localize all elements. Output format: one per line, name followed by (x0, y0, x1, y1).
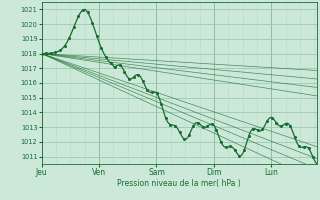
X-axis label: Pression niveau de la mer( hPa ): Pression niveau de la mer( hPa ) (117, 179, 241, 188)
